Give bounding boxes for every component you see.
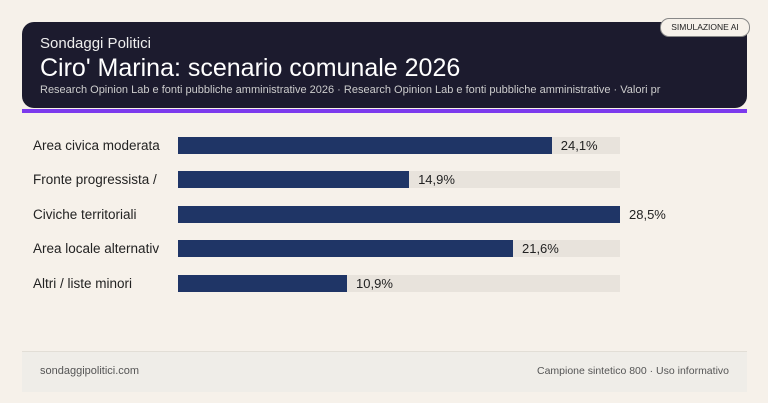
bar: [178, 275, 348, 292]
chart-row: Fronte progressista / 14,9%: [0, 171, 768, 188]
simulation-badge: SIMULAZIONE AI: [660, 18, 750, 37]
bar: [178, 240, 513, 257]
category-label: Area civica moderata: [33, 138, 160, 153]
kicker: Sondaggi Politici: [40, 35, 151, 52]
chart-row: Civiche territoriali 28,5%: [0, 206, 768, 223]
chart-row: Area civica moderata 24,1%: [0, 137, 768, 154]
value-label: 28,5%: [629, 207, 666, 222]
header: Sondaggi Politici Ciro' Marina: scenario…: [22, 22, 747, 108]
category-label: Civiche territoriali: [33, 207, 137, 222]
category-label: Altri / liste minori: [33, 276, 133, 291]
category-label: Area locale alternativ: [33, 241, 160, 256]
chart-row: Area locale alternativ 21,6%: [0, 240, 768, 257]
footer-note: Campione sintetico 800 · Uso informativo: [536, 365, 729, 377]
footer-site: sondaggipolitici.com: [40, 365, 140, 377]
bar: [178, 171, 410, 188]
bar: [178, 137, 552, 154]
bar: [178, 206, 620, 223]
value-label: 14,9%: [418, 172, 455, 187]
value-label: 24,1%: [560, 138, 598, 153]
chart-row: Altri / liste minori 10,9%: [0, 275, 768, 292]
value-label: 21,6%: [521, 241, 559, 256]
footer: sondaggipolitici.com Campione sintetico …: [22, 351, 747, 392]
value-label: 10,9%: [356, 276, 393, 291]
accent-line: [22, 109, 747, 113]
page-title: Ciro' Marina: scenario comunale 2026: [40, 54, 461, 82]
category-label: Fronte progressista /: [33, 172, 157, 187]
subtitle: Research Opinion Lab e fonti pubbliche a…: [40, 84, 661, 96]
